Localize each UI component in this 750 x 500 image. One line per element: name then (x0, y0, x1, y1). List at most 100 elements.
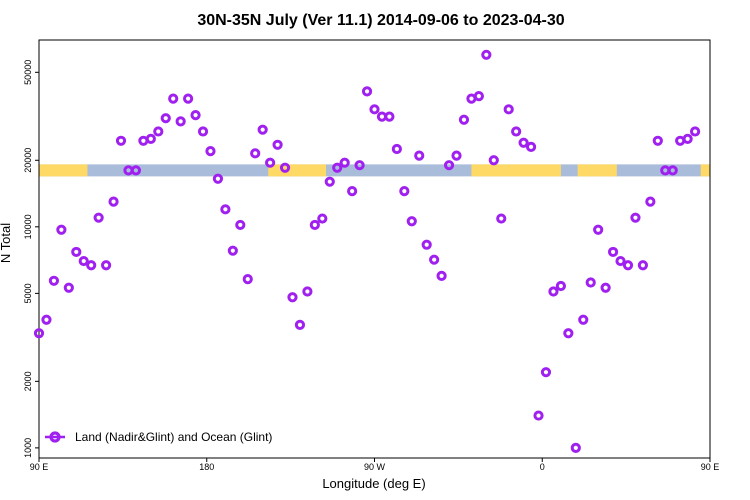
data-point (48, 275, 60, 286)
data-point (250, 148, 261, 159)
data-point (63, 282, 74, 293)
data-point (130, 165, 142, 176)
data-point (145, 133, 156, 144)
data-point (309, 219, 320, 231)
x-tick-label: 90 E (701, 462, 720, 472)
legend-label: Land (Nadir&Glint) and Ocean (Glint) (75, 430, 272, 444)
data-point (197, 126, 209, 137)
data-point (265, 157, 276, 168)
data-point (652, 135, 663, 146)
data-point (607, 246, 619, 258)
data-point (317, 213, 328, 224)
data-point (272, 139, 283, 150)
data-point (406, 216, 417, 227)
data-point (302, 286, 313, 297)
data-point (93, 212, 104, 223)
data-point (347, 186, 358, 197)
data-point (220, 204, 231, 215)
data-point (324, 176, 335, 187)
data-point (354, 160, 365, 171)
data-point (183, 93, 194, 104)
x-axis-label: Longitude (deg E) (322, 476, 425, 491)
data-point (369, 104, 380, 115)
data-point (242, 274, 253, 285)
data-point (227, 245, 238, 256)
y-axis-label: N Total (0, 223, 13, 263)
data-point (682, 133, 693, 144)
data-point (279, 162, 291, 173)
land-ocean-band (39, 164, 710, 177)
data-point (637, 260, 649, 271)
chart-title: 30N-35N July (Ver 11.1) 2014-09-06 to 20… (197, 12, 564, 29)
data-point (630, 212, 641, 223)
y-tick-label: 1000 (23, 438, 33, 458)
data-point (473, 91, 484, 102)
y-tick-label: 50000 (23, 60, 33, 85)
data-point (384, 111, 395, 122)
data-point (511, 126, 522, 137)
data-point (540, 367, 552, 378)
data-point (399, 186, 410, 197)
data-point (115, 135, 127, 146)
data-point (332, 162, 343, 173)
data-point (190, 110, 201, 121)
data-point (391, 143, 402, 155)
data-point (458, 114, 470, 125)
band-land (268, 164, 327, 177)
data-point (160, 113, 171, 124)
y-tick-label: 2000 (23, 371, 33, 391)
data-point (175, 116, 186, 127)
data-point (578, 314, 589, 325)
data-point (41, 314, 52, 325)
data-point (78, 255, 89, 267)
y-tick-label: 10000 (23, 214, 33, 239)
y-tick-label: 5000 (23, 283, 33, 303)
x-tick-label: 90 W (364, 462, 386, 472)
data-point (33, 328, 45, 339)
data-point (570, 442, 581, 453)
x-tick-label: 0 (540, 462, 545, 472)
data-point (421, 239, 432, 250)
data-point (436, 270, 447, 281)
data-point (563, 328, 574, 339)
data-point (622, 260, 634, 271)
band-land (577, 164, 617, 177)
data-point (600, 282, 611, 293)
data-point (496, 213, 507, 224)
legend: Land (Nadir&Glint) and Ocean (Glint) (45, 430, 272, 444)
data-point (481, 49, 492, 60)
band-land (700, 164, 710, 177)
data-point (235, 219, 246, 231)
data-point (593, 224, 604, 235)
x-tick-label: 180 (199, 462, 214, 472)
data-point (339, 157, 350, 168)
data-point (548, 286, 559, 297)
data-point (443, 160, 455, 171)
data-point (645, 196, 656, 207)
data-point (168, 93, 179, 104)
data-point (257, 124, 268, 135)
data-point (414, 150, 425, 161)
data-point (287, 292, 298, 303)
band-land (39, 164, 88, 177)
data-point (101, 260, 112, 271)
data-point (212, 173, 224, 184)
data-point (71, 246, 82, 258)
data-point (153, 126, 164, 137)
data-point (615, 255, 626, 267)
data-point (108, 196, 119, 207)
data-point (533, 410, 544, 421)
y-tick-label: 20000 (23, 148, 33, 173)
data-point (585, 277, 596, 288)
x-tick-label: 90 E (30, 462, 49, 472)
data-point (205, 146, 216, 157)
data-point (294, 319, 306, 331)
band-land (471, 164, 561, 177)
data-point (451, 150, 462, 161)
data-point (361, 86, 373, 97)
data-point (518, 137, 529, 148)
data-point (488, 155, 499, 166)
data-point (525, 141, 537, 152)
data-point (56, 224, 67, 235)
